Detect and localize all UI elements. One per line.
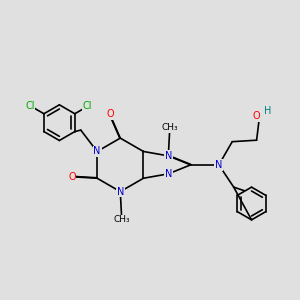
Text: N: N (93, 146, 101, 157)
Text: O: O (253, 111, 260, 121)
Text: O: O (106, 109, 114, 119)
Text: N: N (215, 160, 223, 170)
Text: CH₃: CH₃ (161, 123, 178, 132)
Text: N: N (165, 151, 172, 161)
Text: CH₃: CH₃ (113, 215, 130, 224)
Text: Cl: Cl (83, 101, 92, 111)
Text: H: H (264, 106, 272, 116)
Text: N: N (117, 187, 124, 196)
Text: O: O (68, 172, 76, 182)
Text: Cl: Cl (25, 100, 34, 111)
Text: N: N (165, 169, 172, 179)
